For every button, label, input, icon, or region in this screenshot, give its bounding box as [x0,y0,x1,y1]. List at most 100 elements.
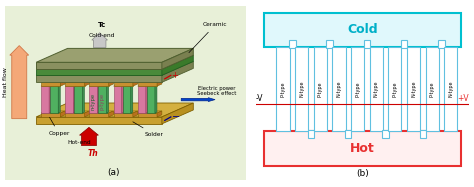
Polygon shape [138,85,148,86]
Polygon shape [65,111,89,113]
Polygon shape [122,85,124,113]
Text: N-type: N-type [374,81,379,97]
Bar [444,47,457,131]
Polygon shape [109,111,114,117]
Polygon shape [114,111,138,113]
Polygon shape [123,86,131,113]
Polygon shape [114,82,133,86]
Text: -V: -V [256,94,264,103]
Polygon shape [133,111,138,117]
Text: Solder: Solder [133,122,164,137]
FancyArrow shape [181,98,215,102]
Polygon shape [36,62,193,75]
FancyArrow shape [80,127,99,146]
Text: Cold: Cold [347,23,378,36]
Text: Tc: Tc [98,22,106,27]
Bar [308,131,314,138]
Polygon shape [58,85,60,113]
Polygon shape [65,80,89,82]
Bar [438,40,445,48]
Polygon shape [89,80,114,82]
Polygon shape [157,80,162,86]
Text: (a): (a) [107,168,120,177]
Polygon shape [82,85,84,113]
Polygon shape [138,80,162,82]
Polygon shape [84,111,89,117]
Polygon shape [36,75,162,82]
Bar [351,47,364,131]
Bar [401,40,408,48]
Polygon shape [36,62,162,69]
Bar [364,40,370,48]
Polygon shape [41,113,60,117]
Polygon shape [65,113,84,117]
Polygon shape [162,62,193,82]
Polygon shape [162,48,193,69]
Text: P-type: P-type [281,81,285,97]
Text: Hot-end: Hot-end [68,140,91,145]
Polygon shape [138,113,157,117]
Text: (b): (b) [356,169,369,178]
Text: −: − [172,112,180,122]
Polygon shape [89,82,109,86]
Polygon shape [162,103,193,124]
Polygon shape [60,80,65,86]
Polygon shape [65,82,84,86]
Bar [314,47,327,131]
Bar [370,47,383,131]
Text: P-type: P-type [392,81,397,97]
Polygon shape [114,113,133,117]
Bar [295,47,308,131]
Text: Copper: Copper [48,117,70,136]
FancyBboxPatch shape [264,13,461,47]
Polygon shape [114,85,124,86]
Polygon shape [133,80,138,86]
Bar [326,40,333,48]
Text: +V: +V [457,94,469,103]
Polygon shape [65,85,75,86]
Bar [332,47,346,131]
Text: Th: Th [87,149,98,158]
Polygon shape [138,86,146,113]
Polygon shape [157,111,162,117]
Polygon shape [99,85,109,86]
Text: N-type: N-type [411,81,416,97]
Polygon shape [50,86,58,113]
Text: Heat flow: Heat flow [3,67,9,97]
Text: P-type: P-type [318,81,323,97]
Polygon shape [162,55,193,75]
Polygon shape [73,85,75,113]
Polygon shape [49,85,51,113]
Text: N-type: N-type [299,81,304,97]
Polygon shape [98,85,100,113]
Bar [419,131,426,138]
Polygon shape [41,111,65,113]
Polygon shape [146,85,148,113]
Polygon shape [138,111,162,113]
Polygon shape [89,85,100,86]
Polygon shape [74,85,84,86]
Text: p-type: p-type [100,92,105,110]
Text: Hot: Hot [350,142,375,155]
Polygon shape [107,85,109,113]
Polygon shape [50,85,60,86]
FancyArrow shape [92,33,108,47]
Polygon shape [41,82,60,86]
Polygon shape [60,111,65,117]
Polygon shape [84,80,89,86]
Bar [407,47,420,131]
Polygon shape [65,86,73,113]
FancyBboxPatch shape [264,131,461,166]
Polygon shape [89,86,98,113]
Text: Ceramic: Ceramic [189,22,228,53]
Text: Electric power
Seebeck effect: Electric power Seebeck effect [197,86,236,96]
Text: +: + [172,70,178,80]
Polygon shape [41,80,65,82]
Polygon shape [36,117,162,124]
Polygon shape [89,113,109,117]
Polygon shape [36,69,162,75]
Polygon shape [74,86,82,113]
Text: P-type: P-type [355,81,360,97]
Polygon shape [147,85,157,86]
Polygon shape [36,103,193,117]
